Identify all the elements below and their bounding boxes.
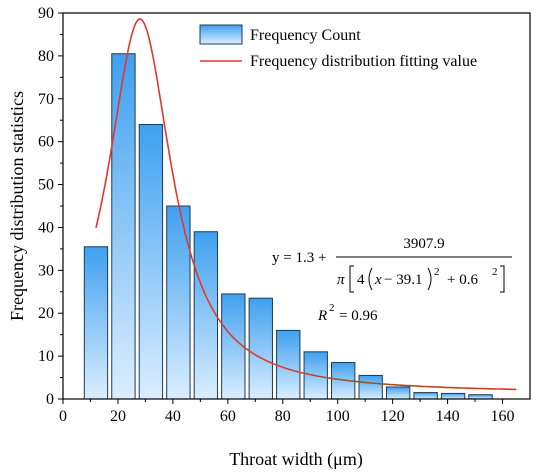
bar (166, 205, 191, 400)
bar (413, 392, 438, 400)
bar (193, 231, 219, 400)
x-tick-label: 20 (110, 408, 126, 425)
equation-numerator: 3907.9 (403, 236, 444, 252)
equation-pi: π (337, 272, 345, 288)
y-tick-label: 70 (38, 91, 54, 108)
x-tick-label: 40 (165, 408, 181, 425)
x-tick-label: 0 (59, 408, 67, 425)
left-bracket (349, 265, 354, 293)
bar (248, 297, 273, 400)
x-tick-label: 140 (436, 408, 460, 425)
fit-line (95, 18, 517, 391)
y-tick-label: 50 (38, 177, 54, 194)
y-axis-title: Frequency distribution statistics (7, 91, 27, 321)
bar (83, 246, 109, 400)
y-tick-label: 20 (38, 305, 54, 322)
x-axis-title: Throat width (μm) (229, 449, 363, 470)
bar (440, 392, 466, 400)
legend-label-bars: Frequency Count (250, 27, 361, 44)
y-tick-label: 40 (38, 219, 54, 236)
equation-lhs: y = 1.3 + (272, 250, 326, 266)
bars-layer (83, 53, 493, 400)
bar (111, 53, 136, 400)
bar (138, 124, 164, 400)
legend-label-fit: Frequency distribution fitting value (250, 53, 477, 70)
y-tick-label: 30 (38, 262, 54, 279)
equation-plus: + 0.6 (447, 272, 478, 288)
x-tick-label: 100 (326, 408, 350, 425)
y-axis: 0 10 20 30 40 50 60 70 80 90 (38, 5, 63, 408)
left-paren (368, 267, 373, 291)
right-paren (427, 267, 432, 291)
bar (276, 329, 301, 400)
x-tick-label: 160 (491, 408, 515, 425)
equation-minus: − 39.1 (384, 272, 422, 288)
equation-four: 4 (357, 272, 365, 288)
bar (385, 386, 411, 400)
bar (221, 293, 246, 400)
x-tick-label: 60 (220, 408, 236, 425)
equation-square-1: 2 (434, 266, 440, 278)
bar (358, 374, 383, 400)
legend: Frequency Count Frequency distribution f… (199, 24, 477, 70)
r2-rhs: = 0.96 (339, 308, 378, 324)
r2-square: 2 (329, 302, 335, 314)
right-bracket (500, 265, 505, 293)
x-axis: 0 20 40 60 80 100 120 140 160 (59, 399, 515, 425)
y-tick-label: 60 (38, 134, 54, 151)
x-tick-label: 80 (275, 408, 291, 425)
bar (468, 394, 493, 400)
equation-x: x (374, 272, 382, 288)
legend-swatch-bars (199, 24, 243, 45)
fit-equation: y = 1.3 + 3907.9 π 4 x − 39.1 2 + 0.6 2 … (272, 236, 512, 324)
r2-lhs: R (317, 308, 327, 324)
y-tick-label: 90 (38, 5, 54, 22)
x-tick-label: 120 (381, 408, 405, 425)
y-tick-label: 10 (38, 348, 54, 365)
y-tick-label: 0 (46, 391, 54, 408)
equation-square-2: 2 (492, 266, 498, 278)
y-tick-label: 80 (38, 48, 54, 65)
